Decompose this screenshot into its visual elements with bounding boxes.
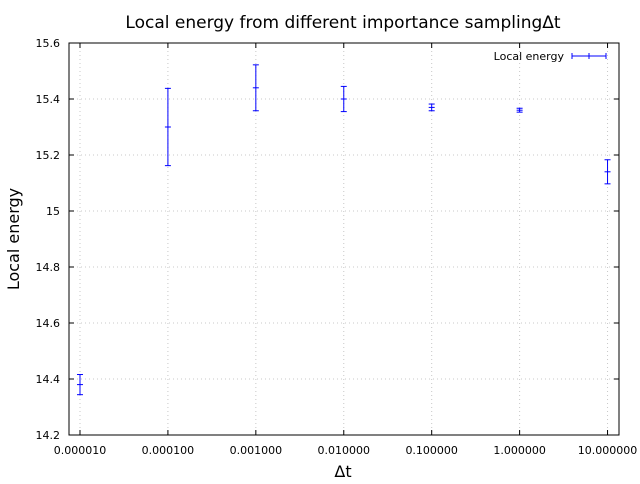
- y-tick-label: 15.6: [36, 37, 61, 50]
- data-point: [252, 64, 259, 112]
- data-point: [164, 87, 171, 167]
- data-point: [428, 103, 435, 112]
- x-tick-label: 0.000010: [54, 444, 107, 457]
- y-tick-label: 15.4: [36, 93, 61, 106]
- data-point: [76, 374, 83, 396]
- chart-title: Local energy from different importance s…: [125, 13, 560, 33]
- x-axis-label: Δt: [334, 462, 351, 480]
- y-tick-label: 15: [46, 205, 60, 218]
- y-tick-label: 14.8: [36, 261, 61, 274]
- legend: Local energy: [494, 50, 607, 63]
- x-tick-label: 0.001000: [230, 444, 283, 457]
- y-tick-label: 15.2: [36, 149, 61, 162]
- x-tick-label: 0.010000: [318, 444, 371, 457]
- legend-swatch: [571, 53, 607, 59]
- y-tick-label: 14.2: [36, 429, 61, 442]
- data-series: [76, 64, 611, 396]
- x-tick-label: 1.000000: [493, 444, 546, 457]
- y-axis-label: Local energy: [4, 188, 23, 290]
- y-tick-label: 14.4: [36, 373, 61, 386]
- grid-lines: [69, 43, 619, 435]
- data-point: [516, 107, 523, 113]
- y-tick-label: 14.6: [36, 317, 61, 330]
- x-tick-label: 0.000100: [142, 444, 195, 457]
- x-tick-label: 10.000000: [578, 444, 638, 457]
- x-tick-label: 0.100000: [405, 444, 458, 457]
- data-point: [340, 85, 347, 113]
- axis-ticks: [69, 42, 619, 436]
- data-point: [604, 159, 611, 185]
- tick-labels: 14.2 14.4 14.6 14.8 15 15.2 15.4 15.6 0.000010 0.…: [36, 37, 638, 457]
- legend-label: Local energy: [494, 50, 565, 63]
